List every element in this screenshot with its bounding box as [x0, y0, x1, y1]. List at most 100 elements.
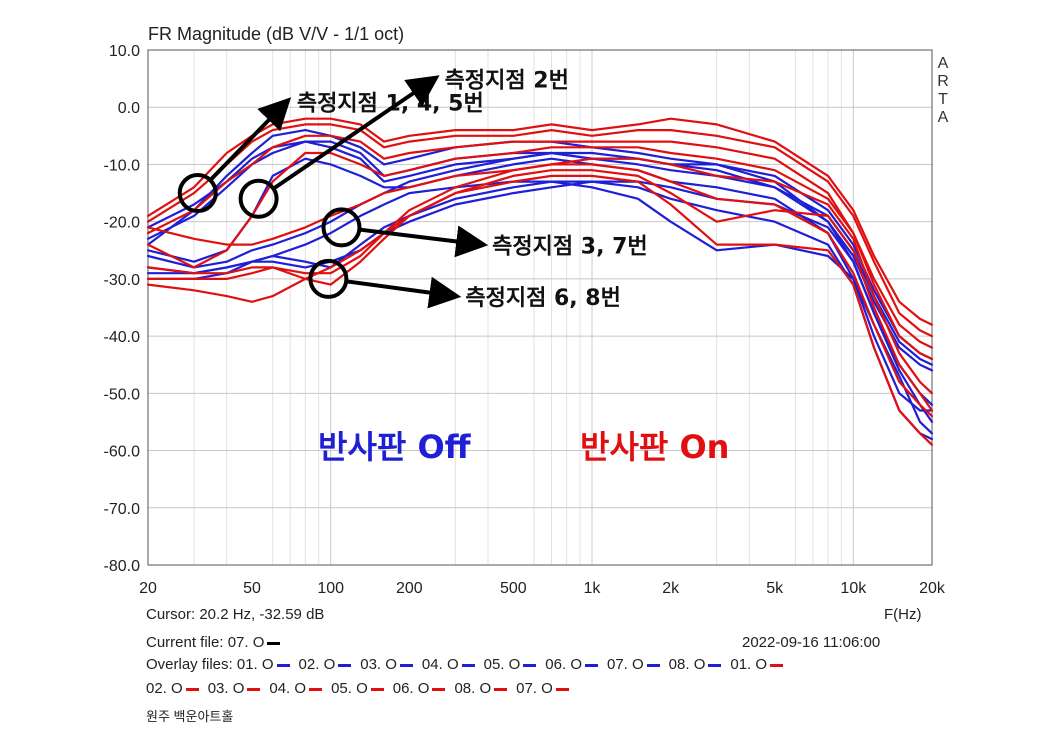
overlay-file-item: 05. O	[331, 680, 384, 697]
y-tick-label: -30.0	[104, 272, 141, 289]
series-line-on	[146, 123, 934, 338]
overlay-file-swatch	[370, 687, 384, 691]
overlay-file-name: 07. O	[606, 656, 644, 673]
overlay-file-swatch	[185, 687, 199, 691]
overlay-file-item: 01. O	[730, 656, 784, 673]
group-label-on: 반사판 On	[580, 428, 729, 466]
overlay-file-item: 08. O	[454, 680, 508, 697]
annotation-arrow	[272, 75, 440, 191]
x-axis-label: F(Hz)	[884, 606, 922, 623]
overlay-file-swatch	[276, 663, 290, 667]
y-tick-label: -50.0	[104, 386, 141, 403]
overlay-file-name: 07. O	[516, 680, 553, 697]
overlay-file-item: 03. O	[208, 680, 261, 697]
overlay-file-item: 03. O	[360, 656, 413, 673]
overlay-file-item: 08. O	[669, 656, 722, 673]
annotation-arrow	[345, 276, 462, 309]
overlay-list-1: 01. O 02. O 03. O 04. O 05. O 06. O 07. O 08. O…	[237, 656, 792, 673]
x-tick-label: 10k	[840, 580, 867, 597]
overlay-file-name: 04. O	[421, 656, 459, 673]
annotation-arrow	[208, 97, 292, 182]
annotation-circle	[177, 173, 218, 214]
group-label-off: 반사판 Off	[318, 428, 472, 466]
overlay-file-swatch	[461, 663, 475, 667]
series-line-off	[146, 157, 934, 412]
timestamp: 2022-09-16 11:06:00	[742, 634, 881, 651]
x-tick-label: 100	[317, 580, 344, 597]
arta-letter: A	[938, 55, 949, 72]
y-tick-label: -70.0	[104, 501, 141, 518]
annotation-arrow	[359, 225, 489, 258]
current-file-label: Current file: 07. O	[146, 634, 265, 651]
x-axis-ticks: 20 50 100 200 500 1k 2k 5k 10k 20k	[139, 580, 946, 597]
annotation-circle	[238, 178, 279, 219]
overlay-file-item: 02. O	[146, 680, 199, 697]
overlay-file-swatch	[338, 663, 352, 667]
annotation-circle	[321, 207, 362, 248]
overlay-file-name: 08. O	[454, 680, 492, 697]
series-line-on	[146, 169, 934, 412]
cursor-readout: Cursor: 20.2 Hz, -32.59 dB	[146, 606, 325, 623]
overlay-file-name: 05. O	[331, 680, 368, 697]
frequency-response-chart: FR Magnitude (dB V/V - 1/1 oct) 10.0 0.0 -…	[104, 24, 949, 597]
y-tick-label: -40.0	[104, 329, 141, 346]
series-line-on	[146, 157, 934, 395]
arta-letter: A	[938, 109, 949, 126]
footer-venue: 원주 백운아트홀	[146, 709, 234, 724]
overlay-files-row-1: Overlay files: 01. O 02. O 03. O 04. O 05. O…	[146, 656, 792, 673]
y-tick-label: -60.0	[104, 444, 141, 461]
overlay-list-2: 02. O 03. O 04. O 05. O 06. O 08. O 07. O	[146, 680, 578, 697]
overlay-file-name: 06. O	[392, 680, 430, 697]
x-tick-label: 5k	[766, 580, 784, 597]
current-file: Current file: 07. O	[146, 634, 281, 651]
overlay-file-name: 01. O	[236, 656, 274, 673]
y-tick-label: -80.0	[104, 558, 141, 575]
overlay-file-item: 02. O	[299, 656, 352, 673]
overlay-file-swatch	[555, 687, 569, 691]
overlay-file-swatch	[584, 663, 598, 667]
overlay-file-item: 06. O	[393, 680, 446, 697]
overlay-file-swatch	[399, 663, 413, 667]
x-tick-label: 50	[243, 580, 261, 597]
overlay-file-swatch	[494, 687, 508, 691]
overlay-file-name: 05. O	[483, 656, 521, 673]
overlay-file-item: 04. O	[422, 656, 475, 673]
plot-frame	[147, 49, 933, 566]
overlay-prefix: Overlay files:	[146, 656, 237, 673]
x-tick-label: 1k	[584, 580, 602, 597]
overlay-file-item: 06. O	[545, 656, 598, 673]
series-group	[146, 117, 934, 446]
annotation-label: 측정지점 2번	[445, 69, 569, 94]
overlay-file-item: 01. O	[237, 656, 290, 673]
annotation-label: 측정지점 3, 7번	[492, 235, 647, 260]
annotation-circle	[308, 258, 349, 299]
arta-letter: R	[937, 73, 949, 90]
overlay-file-swatch	[247, 687, 261, 691]
x-tick-label: 500	[500, 580, 527, 597]
x-tick-label: 200	[396, 580, 423, 597]
y-tick-label: 0.0	[118, 100, 140, 117]
overlay-file-name: 01. O	[730, 656, 768, 673]
overlay-file-name: 03. O	[360, 656, 397, 673]
y-axis-ticks: 10.0 0.0 -10.0 -20.0 -30.0 -40.0 -50.0 -60.0 -70…	[104, 43, 141, 575]
overlay-file-name: 02. O	[146, 680, 183, 697]
y-tick-label: -10.0	[104, 157, 141, 174]
overlay-file-swatch	[708, 663, 722, 667]
chart-title: FR Magnitude (dB V/V - 1/1 oct)	[148, 24, 404, 44]
x-tick-label: 20k	[919, 580, 946, 597]
overlay-file-swatch	[646, 663, 660, 667]
overlay-file-name: 03. O	[207, 680, 245, 697]
y-tick-label: 10.0	[109, 43, 140, 60]
overlay-file-swatch	[309, 687, 323, 691]
arta-letter: T	[938, 91, 948, 108]
x-tick-label: 20	[139, 580, 157, 597]
overlay-file-name: 08. O	[668, 656, 706, 673]
annotation-label: 측정지점 6, 8번	[465, 286, 620, 311]
overlay-file-name: 02. O	[298, 656, 336, 673]
current-file-swatch	[267, 641, 281, 645]
overlay-files-row-2: 02. O 03. O 04. O 05. O 06. O 08. O 07. O	[146, 680, 578, 697]
overlay-file-name: 04. O	[269, 680, 307, 697]
overlay-file-swatch	[432, 687, 446, 691]
